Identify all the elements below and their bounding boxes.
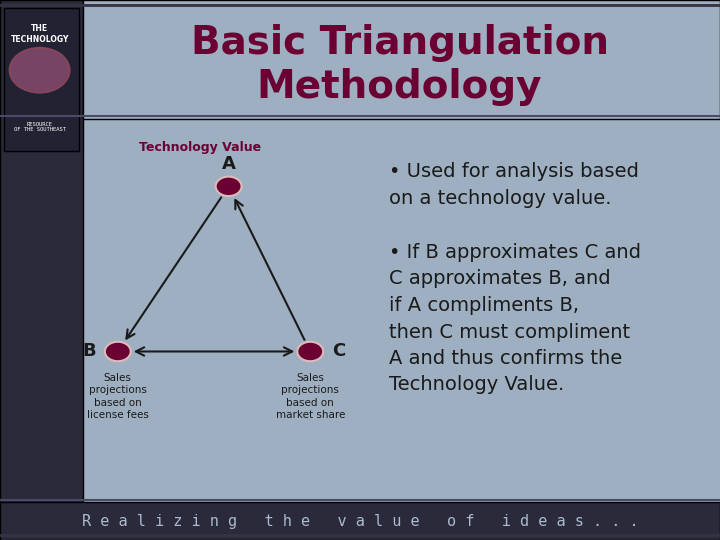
- Text: R e a l i z i n g   t h e   v a l u e   o f   i d e a s . . .: R e a l i z i n g t h e v a l u e o f i …: [81, 514, 639, 529]
- Text: Sales
projections
based on
license fees: Sales projections based on license fees: [87, 373, 149, 420]
- Text: THE
TECHNOLOGY: THE TECHNOLOGY: [10, 24, 69, 44]
- Circle shape: [297, 342, 323, 361]
- FancyBboxPatch shape: [83, 0, 720, 119]
- Text: C: C: [332, 342, 345, 361]
- FancyBboxPatch shape: [0, 0, 83, 540]
- FancyBboxPatch shape: [0, 502, 720, 540]
- Text: Basic Triangulation
Methodology: Basic Triangulation Methodology: [191, 24, 608, 106]
- Circle shape: [9, 48, 70, 93]
- Text: • If B approximates C and
C approximates B, and
if A compliments B,
then C must : • If B approximates C and C approximates…: [389, 243, 641, 395]
- Circle shape: [105, 342, 131, 361]
- Circle shape: [9, 48, 70, 93]
- Circle shape: [216, 177, 242, 196]
- Text: RESOURCE
OF THE SOUTHEAST: RESOURCE OF THE SOUTHEAST: [14, 122, 66, 132]
- Text: Technology Value: Technology Value: [139, 141, 261, 154]
- Text: • Used for analysis based
on a technology value.: • Used for analysis based on a technolog…: [389, 162, 639, 207]
- FancyBboxPatch shape: [4, 8, 79, 151]
- Text: B: B: [83, 342, 96, 361]
- Text: A: A: [222, 155, 235, 173]
- Text: Sales
projections
based on
market share: Sales projections based on market share: [276, 373, 345, 420]
